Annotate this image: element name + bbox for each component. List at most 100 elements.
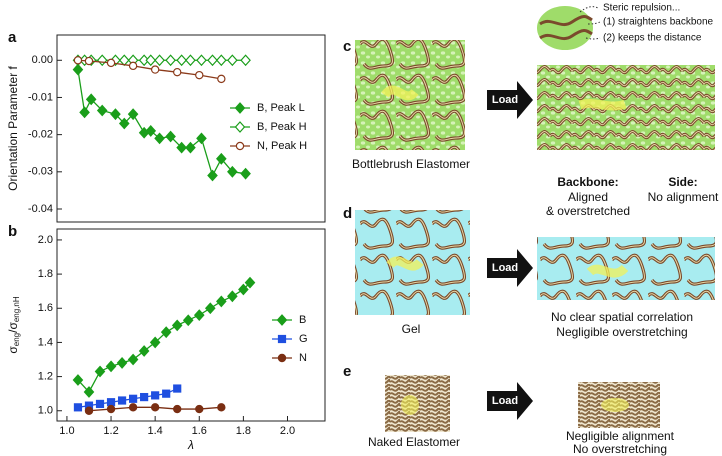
side-chains [537, 6, 593, 50]
marker [84, 406, 94, 415]
marker [128, 403, 138, 412]
marker [216, 152, 227, 165]
highlight [578, 99, 627, 111]
marker [240, 167, 251, 180]
steric-illustration [537, 6, 601, 50]
result: & overstretched [546, 204, 630, 218]
marker [150, 65, 160, 74]
x-tick-label: 1.2 [103, 425, 118, 437]
marker [173, 384, 182, 393]
marker [106, 404, 116, 414]
marker [73, 403, 83, 412]
marker [216, 54, 227, 67]
marker [160, 326, 172, 339]
marker [84, 56, 94, 66]
marker [162, 389, 171, 398]
arrow [487, 249, 533, 287]
y-tick-label: 1.2 [38, 370, 53, 382]
marker [127, 108, 139, 121]
marker [95, 399, 105, 409]
result: Aligned [568, 190, 608, 204]
marker [244, 276, 256, 289]
series [72, 276, 256, 398]
arrow-label: Load [492, 94, 518, 106]
y-tick-label: 2.0 [38, 234, 53, 246]
panel-label: a [8, 29, 17, 46]
y-axis-label-part: /σ [6, 322, 20, 333]
marker [234, 121, 246, 133]
marker [94, 365, 106, 378]
marker [193, 309, 205, 321]
marker [238, 283, 249, 296]
marker [154, 132, 165, 145]
result: No overstretching [573, 442, 667, 456]
backbone [539, 29, 593, 41]
marker [227, 290, 238, 303]
result: Negligible alignment [566, 429, 675, 443]
y-tick-label: -0.04 [28, 203, 53, 215]
marker [173, 67, 182, 77]
marker [207, 54, 218, 67]
plot-frame [56, 228, 326, 422]
legend-label: B [299, 314, 306, 326]
note: (1) straightens backbone [603, 17, 714, 28]
y-tick-label: 0.00 [32, 54, 53, 66]
marker [171, 319, 183, 332]
marker [128, 394, 138, 403]
result-head: Backbone: [557, 175, 618, 189]
marker [196, 132, 207, 145]
series [84, 403, 226, 415]
material-name: Naked Elastomer [368, 435, 460, 449]
highlight [381, 85, 419, 101]
y-axis-label: σeng/σeng,nH [6, 296, 21, 354]
marker [72, 63, 84, 76]
y-axis-label-part: eng [12, 333, 21, 346]
note: Steric repulsion... [603, 3, 680, 14]
series [72, 63, 251, 182]
marker [195, 404, 204, 414]
marker [185, 141, 196, 154]
note: (2) keeps the distance [603, 33, 702, 44]
marker [216, 295, 227, 308]
stretched-gel-chains [537, 237, 715, 300]
arrow [487, 382, 533, 420]
marker [176, 141, 187, 154]
highlight [586, 264, 629, 278]
highlight [601, 398, 629, 412]
marker [116, 357, 128, 369]
marker [105, 360, 117, 373]
result-head: Side: [668, 175, 697, 189]
marker [276, 314, 288, 326]
legend-label: B, Peak L [257, 102, 305, 114]
marker [127, 353, 139, 366]
marker [79, 106, 90, 119]
marker [165, 54, 176, 67]
marker [277, 353, 287, 363]
x-tick-label: 1.8 [236, 425, 251, 437]
result: No alignment [648, 190, 719, 204]
panel-label: c [343, 38, 351, 55]
y-axis-label-part: σ [6, 346, 20, 354]
legend-label: N, Peak H [257, 140, 307, 152]
marker [140, 392, 149, 402]
marker [106, 398, 116, 407]
marker [217, 74, 226, 84]
marker [277, 334, 287, 344]
y-axis-label: Orientation Parameter f [6, 65, 20, 190]
marker [117, 396, 127, 405]
marker [176, 54, 187, 67]
material-name: Gel [402, 322, 421, 336]
marker [182, 314, 194, 327]
series [72, 54, 251, 67]
y-tick-label: -0.02 [28, 129, 53, 141]
marker [118, 117, 130, 130]
result: No clear spatial correlation [551, 310, 693, 324]
marker [185, 54, 196, 67]
x-tick-label: 1.0 [59, 425, 74, 437]
marker [138, 345, 150, 357]
marker [195, 70, 204, 80]
x-tick-label: 1.4 [148, 425, 163, 437]
marker [145, 125, 157, 137]
marker [128, 61, 138, 71]
